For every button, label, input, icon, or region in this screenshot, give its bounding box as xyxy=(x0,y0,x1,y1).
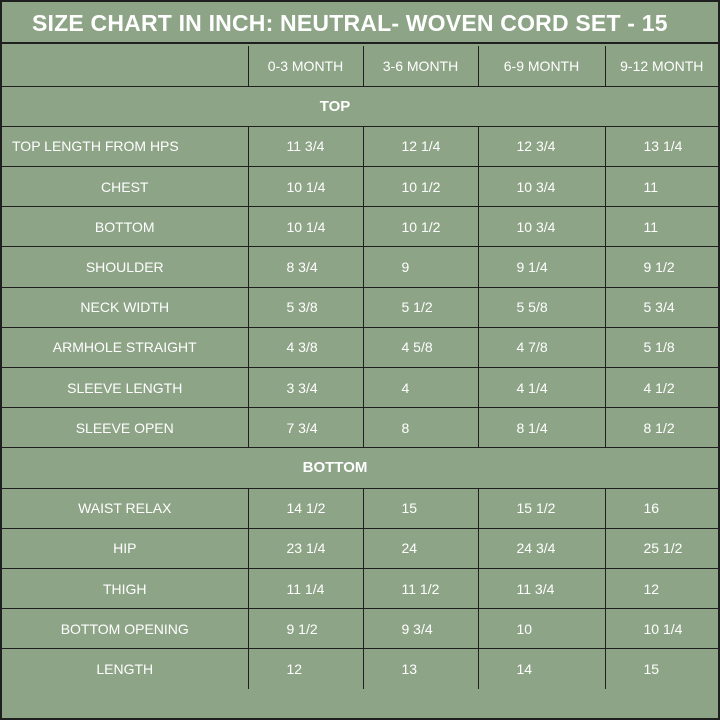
measurement-value: 12 3/4 xyxy=(477,125,606,168)
measurement-value: 10 1/4 xyxy=(604,608,718,650)
measurement-label: BOTTOM OPENING xyxy=(2,608,249,650)
measurement-label: SHOULDER xyxy=(2,246,249,288)
section-row: TOP xyxy=(2,85,718,127)
size-header: 3-6 MONTH xyxy=(362,46,479,87)
header-row: 0-3 MONTH 3-6 MONTH 6-9 MONTH 9-12 MONTH xyxy=(2,46,718,87)
measurement-value: 5 3/8 xyxy=(247,286,364,328)
measurement-label: ARMHOLE STRAIGHT xyxy=(2,326,249,369)
measurement-label: SLEEVE OPEN xyxy=(2,407,249,449)
measurement-value: 12 xyxy=(247,648,364,689)
measurement-value: 8 1/2 xyxy=(604,407,718,449)
measurement-value: 12 1/4 xyxy=(362,125,479,168)
measurement-value: 24 xyxy=(362,527,479,569)
measurement-value: 9 1/2 xyxy=(247,608,364,650)
measurement-value: 7 3/4 xyxy=(247,407,364,449)
measurement-value: 4 1/4 xyxy=(477,366,606,409)
measurement-value: 4 5/8 xyxy=(362,326,479,369)
chart-title: SIZE CHART IN INCH: NEUTRAL- WOVEN CORD … xyxy=(2,2,718,44)
measurement-row: SHOULDER 8 3/4 9 9 1/4 9 1/2 xyxy=(2,246,718,288)
measurement-label: WAIST RELAX xyxy=(2,487,249,529)
measurement-value: 5 1/2 xyxy=(362,286,479,328)
measurement-label: THIGH xyxy=(2,567,249,610)
measurement-value: 9 1/4 xyxy=(477,246,606,288)
header-corner xyxy=(2,46,249,87)
measurement-label: LENGTH xyxy=(2,648,249,689)
measurement-value: 4 7/8 xyxy=(477,326,606,369)
size-table-body: 0-3 MONTH 3-6 MONTH 6-9 MONTH 9-12 MONTH TOP… xyxy=(2,46,718,689)
measurement-value: 10 1/2 xyxy=(362,166,479,208)
measurement-value: 16 xyxy=(604,487,718,529)
measurement-value: 13 xyxy=(362,648,479,689)
measurement-value: 8 1/4 xyxy=(477,407,606,449)
measurement-value: 9 xyxy=(362,246,479,288)
section-title: BOTTOM xyxy=(2,447,718,489)
measurement-value: 11 xyxy=(604,166,718,208)
measurement-value: 10 1/4 xyxy=(247,166,364,208)
measurement-value: 4 xyxy=(362,366,479,409)
measurement-value: 15 xyxy=(362,487,479,529)
measurement-row: TOP LENGTH FROM HPS 11 3/4 12 1/4 12 3/4 13 … xyxy=(2,125,718,168)
size-header: 9-12 MONTH xyxy=(604,46,718,87)
measurement-value: 11 1/2 xyxy=(362,567,479,610)
measurement-row: HIP 23 1/4 24 24 3/4 25 1/2 xyxy=(2,527,718,569)
measurement-value: 13 1/4 xyxy=(604,125,718,168)
measurement-value: 10 3/4 xyxy=(477,166,606,208)
measurement-row: SLEEVE OPEN 7 3/4 8 8 1/4 8 1/2 xyxy=(2,407,718,449)
measurement-value: 11 3/4 xyxy=(247,125,364,168)
measurement-row: CHEST 10 1/4 10 1/2 10 3/4 11 xyxy=(2,166,718,208)
measurement-label: TOP LENGTH FROM HPS xyxy=(2,125,249,168)
measurement-value: 24 3/4 xyxy=(477,527,606,569)
measurement-value: 8 xyxy=(362,407,479,449)
size-header: 0-3 MONTH xyxy=(247,46,364,87)
measurement-value: 14 1/2 xyxy=(247,487,364,529)
measurement-value: 9 3/4 xyxy=(362,608,479,650)
measurement-value: 23 1/4 xyxy=(247,527,364,569)
measurement-value: 11 1/4 xyxy=(247,567,364,610)
measurement-value: 10 3/4 xyxy=(477,206,606,248)
measurement-value: 5 5/8 xyxy=(477,286,606,328)
size-table: 0-3 MONTH 3-6 MONTH 6-9 MONTH 9-12 MONTH TOP… xyxy=(2,46,718,689)
measurement-value: 11 xyxy=(604,206,718,248)
measurement-value: 10 1/2 xyxy=(362,206,479,248)
measurement-label: HIP xyxy=(2,527,249,569)
measurement-value: 15 1/2 xyxy=(477,487,606,529)
measurement-value: 5 1/8 xyxy=(604,326,718,369)
measurement-row: ARMHOLE STRAIGHT 4 3/8 4 5/8 4 7/8 5 1/8 xyxy=(2,326,718,369)
measurement-row: LENGTH 12 13 14 15 xyxy=(2,648,718,689)
measurement-value: 10 xyxy=(477,608,606,650)
measurement-label: SLEEVE LENGTH xyxy=(2,366,249,409)
size-header: 6-9 MONTH xyxy=(477,46,606,87)
measurement-row: SLEEVE LENGTH 3 3/4 4 4 1/4 4 1/2 xyxy=(2,366,718,409)
measurement-label: CHEST xyxy=(2,166,249,208)
measurement-value: 25 1/2 xyxy=(604,527,718,569)
measurement-value: 8 3/4 xyxy=(247,246,364,288)
measurement-value: 12 xyxy=(604,567,718,610)
measurement-value: 14 xyxy=(477,648,606,689)
measurement-row: THIGH 11 1/4 11 1/2 11 3/4 12 xyxy=(2,567,718,610)
measurement-label: BOTTOM xyxy=(2,206,249,248)
measurement-value: 10 1/4 xyxy=(247,206,364,248)
measurement-label: NECK WIDTH xyxy=(2,286,249,328)
measurement-row: BOTTOM OPENING 9 1/2 9 3/4 10 10 1/4 xyxy=(2,608,718,650)
measurement-value: 3 3/4 xyxy=(247,366,364,409)
measurement-row: WAIST RELAX 14 1/2 15 15 1/2 16 xyxy=(2,487,718,529)
measurement-value: 9 1/2 xyxy=(604,246,718,288)
measurement-value: 4 1/2 xyxy=(604,366,718,409)
measurement-value: 11 3/4 xyxy=(477,567,606,610)
measurement-row: NECK WIDTH 5 3/8 5 1/2 5 5/8 5 3/4 xyxy=(2,286,718,328)
section-title: TOP xyxy=(2,85,718,127)
section-row: BOTTOM xyxy=(2,447,718,489)
measurement-value: 15 xyxy=(604,648,718,689)
measurement-value: 4 3/8 xyxy=(247,326,364,369)
measurement-value: 5 3/4 xyxy=(604,286,718,328)
measurement-row: BOTTOM 10 1/4 10 1/2 10 3/4 11 xyxy=(2,206,718,248)
